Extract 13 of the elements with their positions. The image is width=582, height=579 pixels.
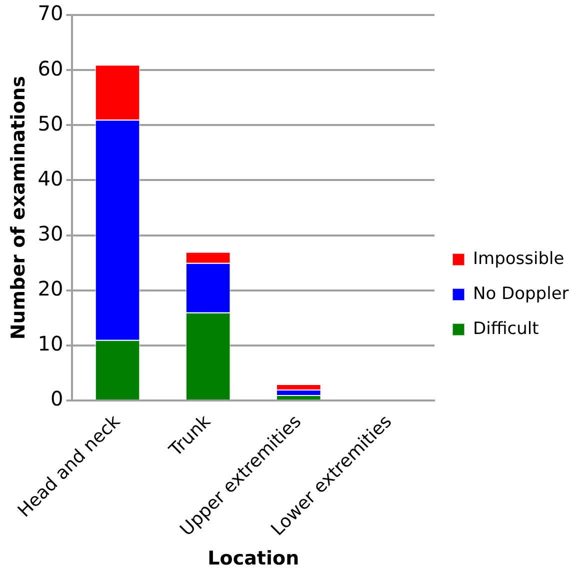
y-tick-label: 10 (38, 332, 64, 356)
legend-label: Impossible (473, 248, 564, 269)
y-tick-label: 70 (38, 1, 64, 26)
legend-label: Difficult (473, 318, 540, 339)
y-tick-label: 20 (38, 276, 64, 301)
y-tick-label: 0 (50, 386, 64, 411)
y-tick-label: 60 (38, 56, 64, 80)
y-tick-label: 50 (38, 111, 64, 136)
y-axis-title: Number of examinations (7, 76, 30, 340)
y-tick-label: 30 (38, 221, 64, 246)
legend-label: No Doppler (473, 284, 569, 304)
y-tick-label: 40 (38, 166, 64, 190)
x-axis-title: Location (208, 548, 300, 570)
